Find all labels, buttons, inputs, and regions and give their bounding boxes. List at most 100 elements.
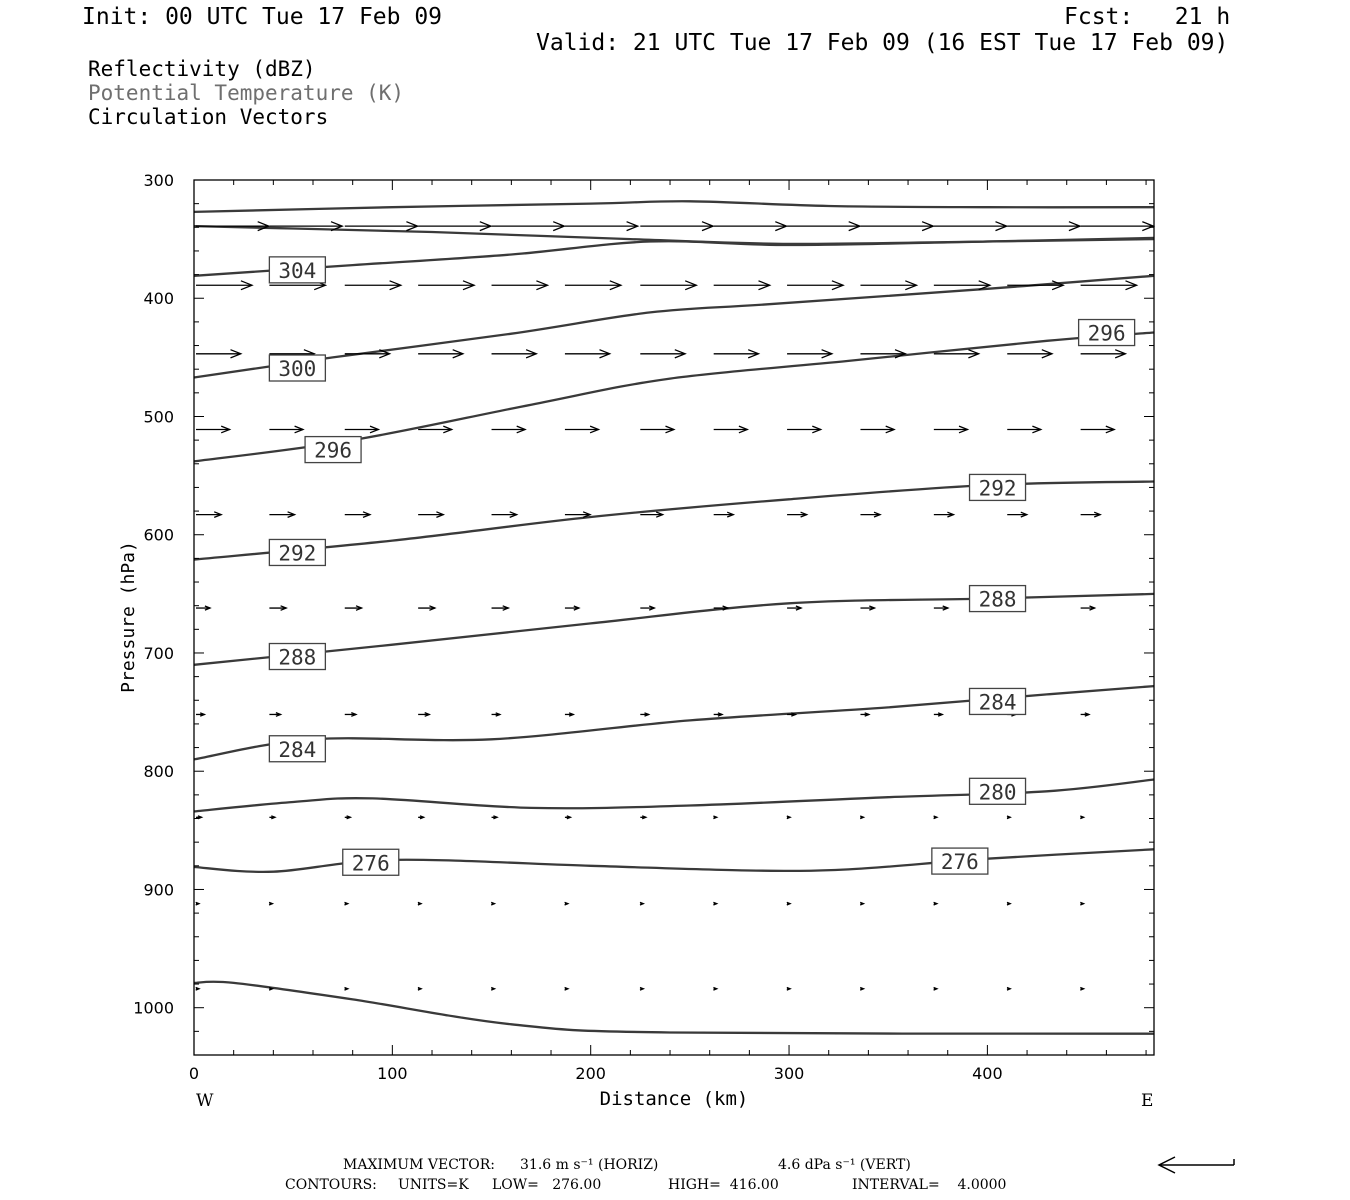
- vector-arrow: [564, 712, 576, 717]
- vector-arrow: [344, 711, 358, 717]
- vector-arrow: [1080, 901, 1086, 906]
- vector-arrow: [564, 425, 601, 434]
- vector-arrow: [269, 511, 297, 519]
- vector-arrow: [417, 986, 423, 991]
- vector-arrow: [417, 901, 423, 906]
- vector-arrow: [418, 511, 446, 519]
- vector-arrow: [564, 815, 573, 820]
- contour-label: 288: [268, 642, 327, 671]
- contour-label: 292: [268, 538, 327, 567]
- vector-arrow: [564, 221, 640, 232]
- vector-arrow: [269, 221, 344, 232]
- contour-label: 288: [968, 584, 1027, 613]
- max-vector-vert: 4.6 dPa s⁻¹ (VERT): [778, 1157, 911, 1173]
- vector-arrow: [786, 901, 792, 906]
- svg-text:288: 288: [278, 646, 316, 670]
- vector-arrow: [1080, 815, 1086, 820]
- vector-arrow: [786, 986, 792, 991]
- vector-arrow: [859, 901, 866, 906]
- vector-arrow: [640, 280, 699, 291]
- vector-arrow: [933, 511, 956, 518]
- vector-arrow: [490, 986, 497, 991]
- vector-arrow: [196, 349, 243, 359]
- vector-arrow: [713, 511, 736, 518]
- contour-label: 276: [342, 848, 400, 876]
- vector-arrow: [1080, 349, 1128, 359]
- svg-text:284: 284: [979, 690, 1017, 714]
- svg-text:276: 276: [941, 850, 979, 874]
- vector-arrow: [564, 280, 623, 291]
- x-tick-label: 200: [575, 1064, 606, 1083]
- vector-arrow: [860, 511, 882, 518]
- vector-arrow: [491, 712, 502, 717]
- vector-arrow: [491, 280, 550, 291]
- svg-text:292: 292: [278, 541, 316, 565]
- vector-arrow: [859, 986, 866, 991]
- plot-frame: [193, 179, 1155, 1056]
- vector-arrow: [491, 815, 499, 820]
- contour-label: 304: [268, 256, 327, 284]
- vector-arrow: [418, 280, 476, 291]
- vector-arrow: [564, 986, 570, 991]
- vector-arrow: [268, 901, 275, 906]
- y-axis-label: Pressure (hPa): [118, 541, 139, 693]
- vector-arrow: [640, 221, 715, 232]
- vector-arrow: [344, 986, 350, 991]
- vector-arrow: [269, 605, 288, 611]
- vector-arrow: [1007, 280, 1065, 291]
- vector-arrow: [787, 511, 809, 518]
- vector-arrow: [713, 280, 772, 291]
- vector-arrow: [713, 712, 724, 717]
- vector-arrow: [786, 815, 792, 820]
- vector-arrow: [859, 815, 866, 820]
- vector-arrow: [640, 712, 651, 717]
- vector-arrow: [344, 511, 372, 519]
- isentrope-300-3: [193, 274, 1155, 379]
- vector-arrow: [933, 901, 939, 906]
- vector-arrow: [564, 511, 592, 519]
- vector-arrow: [196, 280, 254, 291]
- svg-text:276: 276: [352, 851, 390, 875]
- isentrope-272-10: [193, 980, 1155, 1035]
- vector-arrow: [195, 901, 201, 906]
- vector-arrow: [196, 605, 212, 611]
- vector-arrow: [418, 349, 465, 359]
- contour-label: 292: [968, 473, 1027, 502]
- contours-label: CONTOURS:: [285, 1177, 377, 1193]
- x-tick-label: 0: [189, 1064, 199, 1083]
- vector-arrow: [196, 511, 223, 519]
- vector-arrow: [713, 901, 719, 906]
- vector-arrow: [860, 221, 936, 232]
- vector-arrow: [1007, 349, 1054, 359]
- contours-high: HIGH= 416.00: [668, 1177, 779, 1193]
- vector-arrow: [640, 349, 687, 359]
- vector-arrow: [196, 815, 204, 820]
- x-tick-label: 300: [774, 1064, 805, 1083]
- contour-label: 284: [968, 687, 1027, 716]
- vector-arrow: [344, 605, 364, 611]
- y-tick-label: 800: [143, 762, 174, 781]
- vector-arrow: [1080, 425, 1116, 434]
- vector-arrow: [344, 901, 350, 906]
- contour-label: 284: [268, 735, 327, 763]
- vector-arrow: [490, 901, 497, 906]
- vector-arrow: [1007, 221, 1082, 232]
- vector-arrow: [1080, 280, 1139, 291]
- vector-arrow: [640, 815, 648, 820]
- vector-arrow: [860, 349, 908, 359]
- vector-arrow: [640, 605, 657, 611]
- vector-arrow: [1007, 511, 1029, 518]
- vector-layer: [195, 221, 1156, 991]
- y-tick-label: 300: [143, 171, 174, 190]
- contour-label-layer: 304 300 296 296 292 292 288 288 284 284 280 276 276: [268, 256, 1136, 876]
- vector-arrow: [713, 221, 789, 232]
- svg-text:304: 304: [278, 259, 316, 283]
- vector-arrow: [933, 605, 950, 611]
- y-tick-label: 700: [143, 644, 174, 663]
- vector-arrow: [787, 712, 798, 717]
- y-tick-label: 500: [143, 407, 174, 426]
- vector-arrow: [713, 605, 730, 611]
- svg-text:288: 288: [979, 588, 1017, 612]
- vector-arrow: [196, 221, 271, 232]
